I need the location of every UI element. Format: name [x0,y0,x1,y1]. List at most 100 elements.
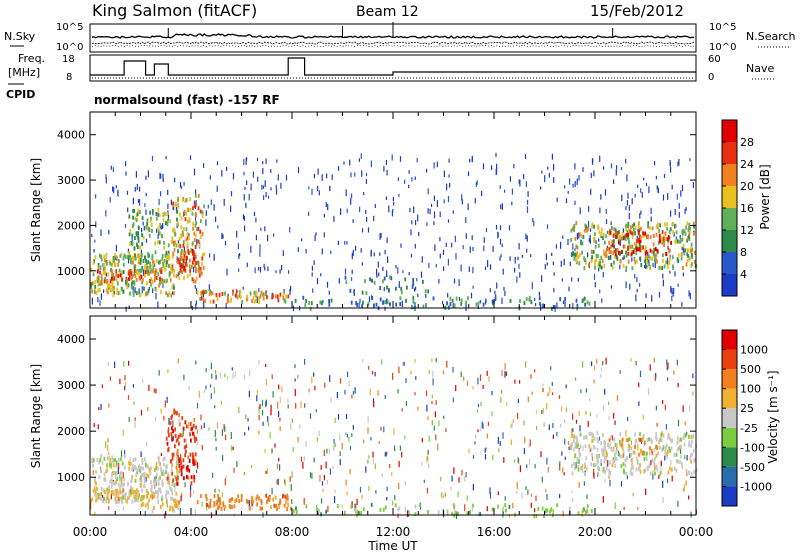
echo-point [662,481,664,488]
echo-point [329,468,331,475]
echo-point [124,381,127,389]
echo-point [95,291,98,296]
echo-point [600,367,603,372]
echo-point [243,159,245,166]
echo-point [274,443,276,448]
echo-point [173,227,176,232]
echo-point [575,440,578,445]
echo-point [694,250,696,255]
echo-point [146,221,149,226]
echo-point [575,298,578,303]
echo-point [149,269,152,274]
echo-point [165,490,168,495]
echo-point [651,256,654,261]
echo-point [677,161,679,167]
power-scatter-points [90,152,698,313]
echo-point [349,445,352,451]
x-tick-label: 00:00 [679,525,714,539]
echo-point [569,443,572,448]
echo-point [637,225,640,230]
echo-point [122,289,125,294]
echo-point [160,452,162,456]
echo-point [610,163,613,169]
echo-point [378,441,380,445]
echo-point [214,430,216,437]
echo-point [103,456,106,461]
echo-point [398,506,401,511]
nave-label: Nave [746,62,774,75]
echo-point [571,490,573,494]
echo-point [159,281,161,286]
echo-point [486,506,488,512]
echo-point [236,295,239,300]
echo-point [667,238,670,243]
echo-point [113,290,116,295]
echo-point [649,225,651,230]
echo-point [113,258,116,263]
echo-point [690,253,693,258]
echo-point [633,222,635,227]
echo-point [405,401,407,406]
echo-point [311,265,313,271]
echo-point [400,286,403,291]
echo-point [142,379,144,383]
echo-point [243,472,245,476]
echo-point [141,495,143,500]
echo-point [660,465,662,472]
echo-point [690,471,693,476]
echo-point [96,486,98,491]
echo-point [238,499,241,503]
echo-point [676,257,679,262]
echo-point [639,213,641,219]
echo-point [184,268,187,273]
echo-point [155,259,158,264]
echo-point [412,277,415,282]
echo-point [611,265,614,270]
echo-point [607,444,610,449]
echo-point [190,427,192,432]
echo-point [259,294,262,299]
x-tick-label: 04:00 [174,525,209,539]
echo-point [621,194,623,202]
echo-point [316,278,319,285]
echo-point [208,427,210,431]
echo-point [233,504,236,509]
echo-point [594,232,596,237]
y-tick-label: 1000 [57,471,85,484]
echo-point [612,233,615,238]
echo-point [613,260,615,265]
echo-point [385,196,387,201]
echo-point [380,232,382,239]
echo-point [523,301,526,305]
echo-point [181,197,184,202]
echo-point [216,297,219,301]
echo-point [616,234,619,239]
echo-point [317,185,319,192]
echo-point [134,236,136,241]
echo-point [145,224,148,229]
echo-point [390,276,393,281]
echo-point [213,387,215,394]
echo-point [594,463,597,468]
echo-point [443,199,445,204]
echo-point [623,506,625,511]
echo-point [127,283,130,288]
echo-point [653,253,656,258]
echo-point [193,417,196,422]
echo-point [158,212,161,217]
echo-point [266,468,268,474]
echo-point [662,433,665,438]
echo-point [171,236,174,241]
echo-point [421,256,423,263]
echo-point [655,253,658,258]
echo-point [573,466,576,471]
echo-point [604,479,606,483]
echo-point [690,435,693,440]
echo-point [271,487,273,495]
echo-point [629,230,632,235]
echo-point [577,459,580,464]
echo-point [193,490,195,494]
echo-point [538,291,540,296]
echo-point [90,267,93,272]
echo-point [154,275,156,280]
